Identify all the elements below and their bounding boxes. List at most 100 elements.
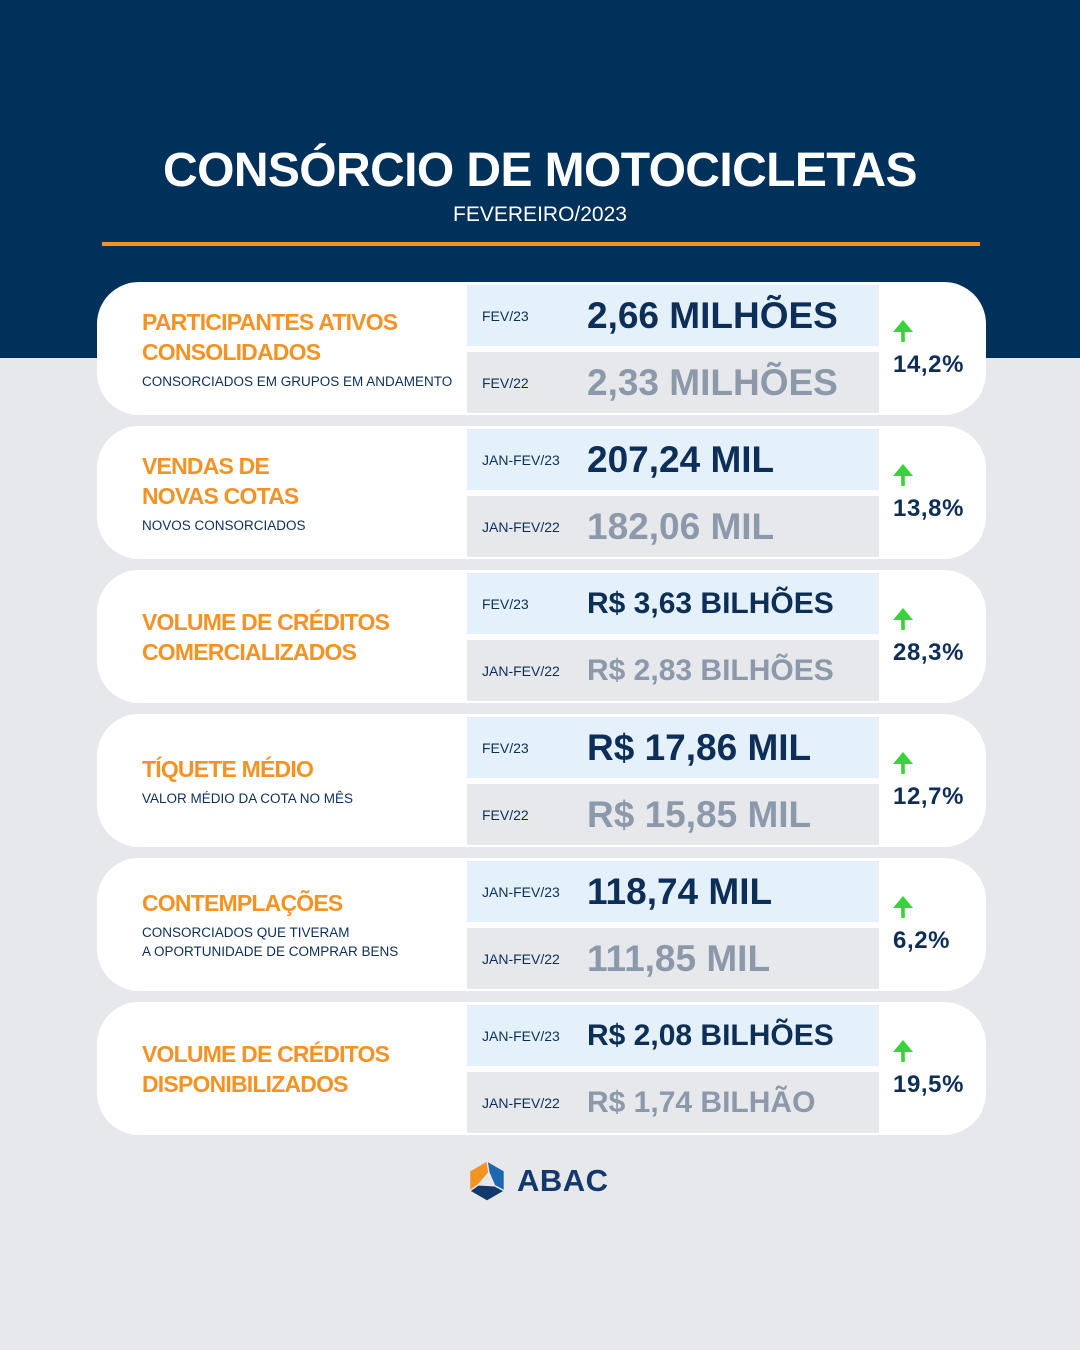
card-subtitle-line: CONSORCIADOS EM GRUPOS EM ANDAMENTO [142, 373, 453, 389]
current-period-row: FEV/23 R$ 17,86 MIL [467, 717, 879, 778]
change-percent: 28,3% [893, 638, 965, 666]
trend-indicator: 12,7% [893, 714, 964, 847]
trend-indicator: 13,8% [893, 426, 964, 559]
card-label-group: CONTEMPLAÇÕES CONSORCIADOS QUE TIVERAM A… [142, 858, 462, 991]
comparison-values: FEV/23 R$ 17,86 MIL FEV/22 R$ 15,85 MIL [467, 717, 879, 845]
card-subtitle-line: CONSORCIADOS QUE TIVERAM [142, 925, 350, 940]
current-period-label: JAN-FEV/23 [482, 1027, 560, 1044]
previous-period-row: JAN-FEV/22 R$ 1,74 BILHÃO [467, 1072, 879, 1133]
previous-value: R$ 15,85 MIL [587, 793, 812, 835]
arrow-up-icon [893, 319, 913, 342]
previous-period-row: JAN-FEV/22 R$ 2,83 BILHÕES [467, 640, 879, 701]
current-period-label: FEV/23 [482, 307, 529, 324]
previous-period-row: JAN-FEV/22 111,85 MIL [467, 928, 879, 989]
card-subtitle-line: VALOR MÉDIO DA COTA NO MÊS [142, 790, 354, 806]
card-subtitle: CONSORCIADOS QUE TIVERAM A OPORTUNIDADE … [142, 923, 462, 961]
trend-indicator: 6,2% [893, 858, 950, 991]
previous-period-label: JAN-FEV/22 [482, 1094, 560, 1111]
trend-indicator: 14,2% [893, 282, 964, 415]
change-percent: 6,2% [893, 926, 951, 954]
card-subtitle-line: NOVOS CONSORCIADOS [142, 517, 306, 533]
current-value: 118,74 MIL [587, 870, 773, 912]
previous-value: 111,85 MIL [587, 937, 771, 979]
card-title: VENDAS DE NOVAS COTAS [142, 451, 462, 511]
current-period-label: JAN-FEV/23 [482, 451, 560, 468]
current-period-row: FEV/23 R$ 3,63 BILHÕES [467, 573, 879, 634]
card-title: TÍQUETE MÉDIO [142, 754, 462, 784]
arrow-up-icon [893, 1039, 913, 1062]
stat-card-creditos-disponibilizados: VOLUME DE CRÉDITOS DISPONIBILIZADOS JAN-… [97, 1002, 986, 1135]
card-label-group: VENDAS DE NOVAS COTAS NOVOS CONSORCIADOS [142, 426, 462, 559]
comparison-values: JAN-FEV/23 R$ 2,08 BILHÕES JAN-FEV/22 R$… [467, 1005, 879, 1133]
current-value: R$ 2,08 BILHÕES [587, 1018, 834, 1052]
trend-indicator: 19,5% [893, 1002, 964, 1135]
current-period-row: FEV/23 2,66 MILHÕES [467, 285, 879, 346]
comparison-values: FEV/23 2,66 MILHÕES FEV/22 2,33 MILHÕES [467, 285, 879, 413]
comparison-values: JAN-FEV/23 207,24 MIL JAN-FEV/22 182,06 … [467, 429, 879, 557]
comparison-values: FEV/23 R$ 3,63 BILHÕES JAN-FEV/22 R$ 2,8… [467, 573, 879, 701]
card-title-line: PARTICIPANTES ATIVOS [142, 308, 398, 335]
page-subtitle: FEVEREIRO/2023 [453, 203, 627, 226]
previous-period-label: JAN-FEV/22 [482, 518, 560, 535]
previous-period-row: JAN-FEV/22 182,06 MIL [467, 496, 879, 557]
previous-value: 2,33 MILHÕES [587, 361, 838, 403]
change-percent: 14,2% [893, 350, 965, 378]
previous-value: R$ 2,83 BILHÕES [587, 653, 834, 687]
change-percent: 19,5% [893, 1070, 965, 1098]
arrow-up-icon [893, 895, 913, 918]
card-subtitle: VALOR MÉDIO DA COTA NO MÊS [142, 789, 462, 808]
current-value: 2,66 MILHÕES [587, 294, 838, 336]
previous-period-label: FEV/22 [482, 806, 529, 823]
card-title-line: CONTEMPLAÇÕES [142, 890, 343, 916]
card-label-group: PARTICIPANTES ATIVOS CONSOLIDADOS CONSOR… [142, 282, 462, 415]
current-value: R$ 17,86 MIL [587, 726, 812, 768]
card-title-line: TÍQUETE MÉDIO [142, 755, 314, 782]
previous-value: 182,06 MIL [587, 505, 775, 547]
arrow-up-icon [893, 607, 913, 630]
card-subtitle-line: A OPORTUNIDADE DE COMPRAR BENS [142, 944, 399, 959]
current-period-row: JAN-FEV/23 207,24 MIL [467, 429, 879, 490]
current-period-label: FEV/23 [482, 595, 529, 612]
previous-period-label: JAN-FEV/22 [482, 950, 560, 967]
change-percent: 12,7% [893, 782, 965, 810]
current-value: 207,24 MIL [587, 438, 775, 480]
current-period-label: JAN-FEV/23 [482, 883, 560, 900]
card-title-line: VENDAS DE [142, 452, 270, 479]
card-title: VOLUME DE CRÉDITOS DISPONIBILIZADOS [142, 1039, 462, 1099]
header-divider [102, 242, 980, 246]
comparison-values: JAN-FEV/23 118,74 MIL JAN-FEV/22 111,85 … [467, 861, 879, 989]
footer-logo: ABAC [466, 1158, 609, 1204]
card-label-group: VOLUME DE CRÉDITOS COMERCIALIZADOS [142, 570, 462, 703]
current-value: R$ 3,63 BILHÕES [587, 586, 834, 620]
previous-period-label: FEV/22 [482, 374, 529, 391]
arrow-up-icon [893, 463, 913, 486]
stat-card-contemplacoes: CONTEMPLAÇÕES CONSORCIADOS QUE TIVERAM A… [97, 858, 986, 991]
previous-period-row: FEV/22 R$ 15,85 MIL [467, 784, 879, 845]
abac-logo-icon [468, 1160, 506, 1202]
previous-period-row: FEV/22 2,33 MILHÕES [467, 352, 879, 413]
logo-wordmark: ABAC [517, 1163, 609, 1198]
stat-card-tiquete-medio: TÍQUETE MÉDIO VALOR MÉDIO DA COTA NO MÊS… [97, 714, 986, 847]
page-title: CONSÓRCIO DE MOTOCICLETAS [163, 144, 918, 197]
card-label-group: VOLUME DE CRÉDITOS DISPONIBILIZADOS [142, 1002, 462, 1135]
previous-value: R$ 1,74 BILHÃO [587, 1085, 816, 1119]
card-title: VOLUME DE CRÉDITOS COMERCIALIZADOS [142, 607, 462, 667]
card-title-line: VOLUME DE CRÉDITOS [142, 608, 390, 635]
change-percent: 13,8% [893, 494, 965, 522]
previous-period-label: JAN-FEV/22 [482, 662, 560, 679]
card-title-line: DISPONIBILIZADOS [142, 1070, 349, 1097]
current-period-row: JAN-FEV/23 118,74 MIL [467, 861, 879, 922]
card-title-line: VOLUME DE CRÉDITOS [142, 1040, 390, 1067]
current-period-label: FEV/23 [482, 739, 529, 756]
card-subtitle: CONSORCIADOS EM GRUPOS EM ANDAMENTO [142, 372, 462, 391]
card-title: CONTEMPLAÇÕES [142, 888, 462, 918]
stat-card-participantes-ativos: PARTICIPANTES ATIVOS CONSOLIDADOS CONSOR… [97, 282, 986, 415]
stat-cards-list: PARTICIPANTES ATIVOS CONSOLIDADOS CONSOR… [97, 282, 986, 1135]
current-period-row: JAN-FEV/23 R$ 2,08 BILHÕES [467, 1005, 879, 1066]
card-title-line: CONSOLIDADOS [142, 338, 321, 365]
trend-indicator: 28,3% [893, 570, 964, 703]
card-subtitle: NOVOS CONSORCIADOS [142, 516, 462, 535]
card-title: PARTICIPANTES ATIVOS CONSOLIDADOS [142, 307, 462, 367]
stat-card-creditos-comercializados: VOLUME DE CRÉDITOS COMERCIALIZADOS FEV/2… [97, 570, 986, 703]
card-label-group: TÍQUETE MÉDIO VALOR MÉDIO DA COTA NO MÊS [142, 714, 462, 847]
